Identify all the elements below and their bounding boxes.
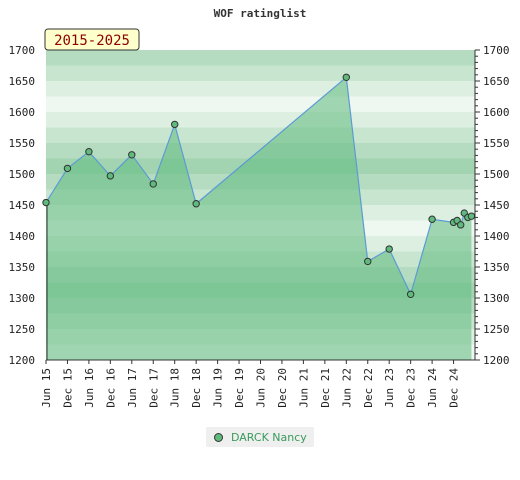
x-tick-label: Dec 23: [405, 368, 418, 408]
x-tick-label: Dec 16: [104, 368, 117, 408]
y-tick-label-right: 1700: [483, 44, 510, 57]
x-tick-label: Jun 17: [126, 368, 139, 408]
x-tick-label: Jun 21: [297, 368, 310, 408]
y-tick-label-left: 1650: [9, 75, 36, 88]
band: [46, 81, 475, 97]
x-tick-label: Jun 16: [83, 368, 96, 408]
y-tick-label-right: 1300: [483, 292, 510, 305]
y-tick-label-left: 1600: [9, 106, 36, 119]
x-tick-label: Dec 24: [448, 368, 461, 408]
x-tick-label: Jun 22: [340, 368, 353, 408]
y-axis-left: 1200 1250 1300 1350 1400 1450 1500 1550 1600 1650…: [9, 44, 36, 367]
data-point: [406, 290, 415, 298]
data-point: [128, 151, 136, 159]
y-tick-label-left: 1200: [9, 354, 36, 367]
x-axis: Jun 15 Dec 15 Jun 16 Dec 16 Jun 17 Dec 17 Jun …: [40, 359, 475, 408]
y-axis-right: 1200 1250 1300 1350 1400 1450 1500 1550 1600 1650…: [474, 44, 510, 367]
y-tick-label-left: 1350: [9, 261, 36, 274]
y-tick-label-right: 1350: [483, 261, 510, 274]
data-point: [106, 172, 115, 180]
data-point: [149, 180, 157, 188]
y-tick-label-right: 1550: [483, 137, 510, 150]
y-tick-label-right: 1400: [483, 230, 510, 243]
x-tick-label: Jun 24: [426, 368, 439, 408]
y-tick-label-left: 1250: [9, 323, 36, 336]
band: [46, 127, 475, 143]
data-point: [85, 147, 93, 156]
data-point: [385, 245, 393, 253]
y-tick-label-left: 1300: [9, 292, 36, 305]
x-tick-label: Dec 20: [276, 368, 289, 408]
x-tick-label: Dec 15: [61, 368, 74, 408]
y-tick-label-right: 1250: [483, 323, 510, 336]
data-point: [457, 221, 465, 229]
band: [46, 112, 475, 128]
y-tick-label-left: 1700: [9, 44, 36, 57]
data-points: [42, 73, 476, 298]
period-badge-label: 2015-2025: [54, 33, 130, 49]
data-point: [171, 120, 179, 129]
band: [46, 96, 475, 112]
y-tick-label-left: 1550: [9, 137, 36, 150]
x-tick-label: Jun 20: [255, 368, 268, 408]
y-tick-label-left: 1450: [9, 199, 36, 212]
period-badge: 2015-2025: [44, 28, 140, 51]
data-point: [364, 257, 372, 266]
data-point: [42, 198, 50, 207]
data-point: [342, 73, 350, 81]
x-tick-label: Dec 22: [362, 368, 375, 408]
x-tick-label: Jun 19: [212, 368, 225, 408]
x-tick-label: Dec 21: [319, 368, 332, 408]
x-tick-label: Dec 18: [190, 368, 203, 408]
y-tick-label-left: 1400: [9, 230, 36, 243]
legend-label: DARCK Nancy: [231, 430, 307, 444]
data-point: [467, 212, 476, 220]
data-point: [428, 215, 436, 223]
series-area: [46, 77, 472, 360]
data-point: [192, 200, 200, 208]
chart-title: WOF ratinglist: [214, 7, 307, 20]
y-tick-label-left: 1500: [9, 168, 36, 181]
x-tick-label: Dec 17: [147, 368, 160, 408]
legend-marker-icon: [214, 432, 223, 442]
y-tick-label-right: 1500: [483, 168, 510, 181]
y-tick-label-right: 1200: [483, 354, 510, 367]
data-point: [63, 164, 72, 173]
band: [46, 65, 475, 81]
x-tick-label: Jun 23: [383, 368, 396, 408]
y-tick-label-right: 1600: [483, 106, 510, 119]
y-tick-label-right: 1450: [483, 199, 510, 212]
band: [46, 50, 475, 66]
legend: DARCK Nancy: [206, 427, 314, 447]
x-tick-label: Jun 18: [169, 368, 182, 408]
y-tick-label-right: 1650: [483, 75, 510, 88]
x-tick-label: Jun 15: [40, 368, 53, 408]
x-tick-label: Dec 19: [233, 368, 246, 408]
